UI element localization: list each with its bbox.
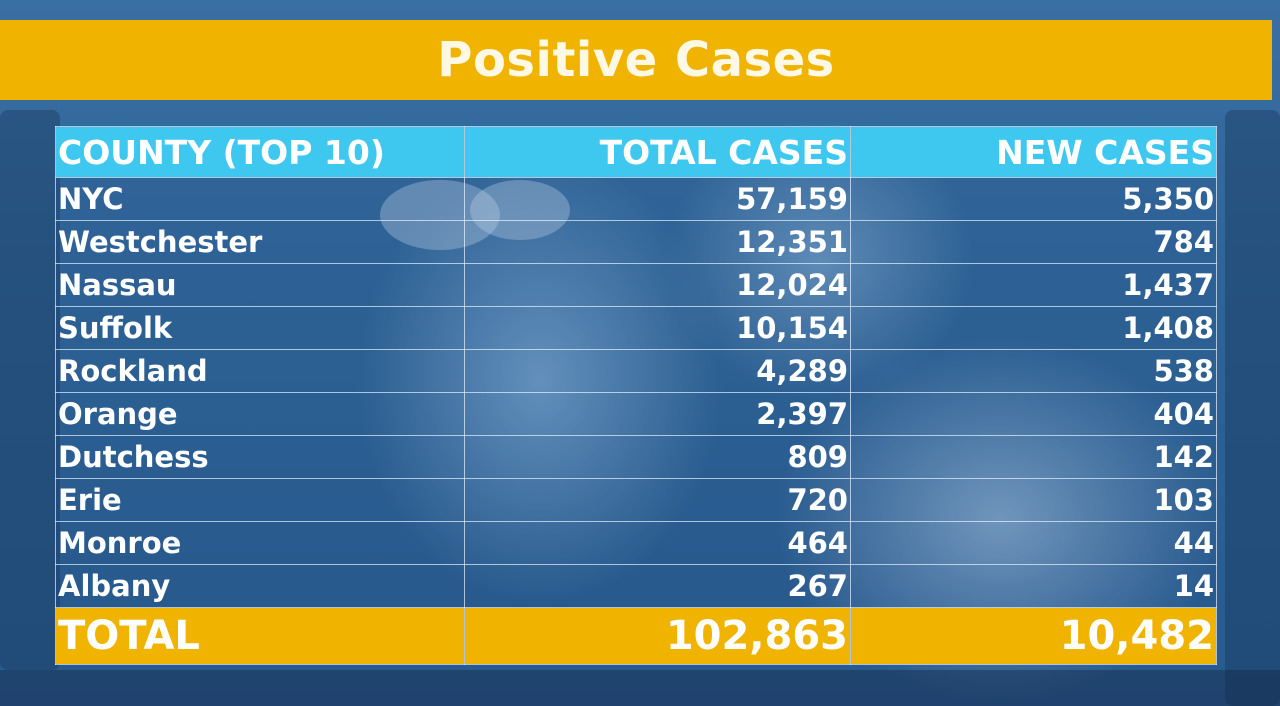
background-shelf <box>0 110 60 670</box>
page-title: Positive Cases <box>437 32 835 88</box>
county-cell: NYC <box>55 177 465 221</box>
total-cases-cell: 464 <box>464 521 851 565</box>
new-cases-cell: 5,350 <box>850 177 1217 221</box>
background-equipment <box>1225 110 1280 706</box>
total-cases-cell: 10,154 <box>464 306 851 350</box>
table-row: NYC 57,159 5,350 <box>55 177 1217 221</box>
county-cell: Erie <box>55 478 465 522</box>
total-cases-cell: 57,159 <box>464 177 851 221</box>
table-row: Nassau 12,024 1,437 <box>55 263 1217 307</box>
total-cases-cell: 12,351 <box>464 220 851 264</box>
table-row: Dutchess 809 142 <box>55 435 1217 479</box>
total-cases-cell: 809 <box>464 435 851 479</box>
new-cases-cell: 14 <box>850 564 1217 608</box>
new-cases-cell: 44 <box>850 521 1217 565</box>
county-cell: Albany <box>55 564 465 608</box>
column-header-total-cases: TOTAL CASES <box>464 126 851 178</box>
table-row: Albany 267 14 <box>55 564 1217 608</box>
table-row: Rockland 4,289 538 <box>55 349 1217 393</box>
new-cases-cell: 103 <box>850 478 1217 522</box>
total-label: TOTAL <box>55 607 465 665</box>
table-row: Monroe 464 44 <box>55 521 1217 565</box>
new-cases-cell: 404 <box>850 392 1217 436</box>
new-cases-cell: 538 <box>850 349 1217 393</box>
new-cases-cell: 1,408 <box>850 306 1217 350</box>
total-cases-cell: 2,397 <box>464 392 851 436</box>
positive-cases-table: COUNTY (TOP 10) TOTAL CASES NEW CASES NY… <box>55 126 1217 665</box>
total-cases-cell: 720 <box>464 478 851 522</box>
county-cell: Suffolk <box>55 306 465 350</box>
county-cell: Rockland <box>55 349 465 393</box>
total-cases-sum: 102,863 <box>464 607 851 665</box>
background-counter <box>0 670 1280 706</box>
header-row: COUNTY (TOP 10) TOTAL CASES NEW CASES <box>55 126 1217 178</box>
table-row: Orange 2,397 404 <box>55 392 1217 436</box>
new-cases-cell: 142 <box>850 435 1217 479</box>
new-cases-cell: 1,437 <box>850 263 1217 307</box>
column-header-new-cases: NEW CASES <box>850 126 1217 178</box>
total-row: TOTAL 102,863 10,482 <box>55 607 1217 665</box>
total-cases-cell: 267 <box>464 564 851 608</box>
new-cases-cell: 784 <box>850 220 1217 264</box>
county-cell: Orange <box>55 392 465 436</box>
table-row: Erie 720 103 <box>55 478 1217 522</box>
table-row: Suffolk 10,154 1,408 <box>55 306 1217 350</box>
total-cases-cell: 4,289 <box>464 349 851 393</box>
table-row: Westchester 12,351 784 <box>55 220 1217 264</box>
county-cell: Dutchess <box>55 435 465 479</box>
title-banner: Positive Cases <box>0 20 1272 100</box>
county-cell: Nassau <box>55 263 465 307</box>
county-cell: Westchester <box>55 220 465 264</box>
new-cases-sum: 10,482 <box>850 607 1217 665</box>
column-header-county: COUNTY (TOP 10) <box>55 126 465 178</box>
county-cell: Monroe <box>55 521 465 565</box>
total-cases-cell: 12,024 <box>464 263 851 307</box>
